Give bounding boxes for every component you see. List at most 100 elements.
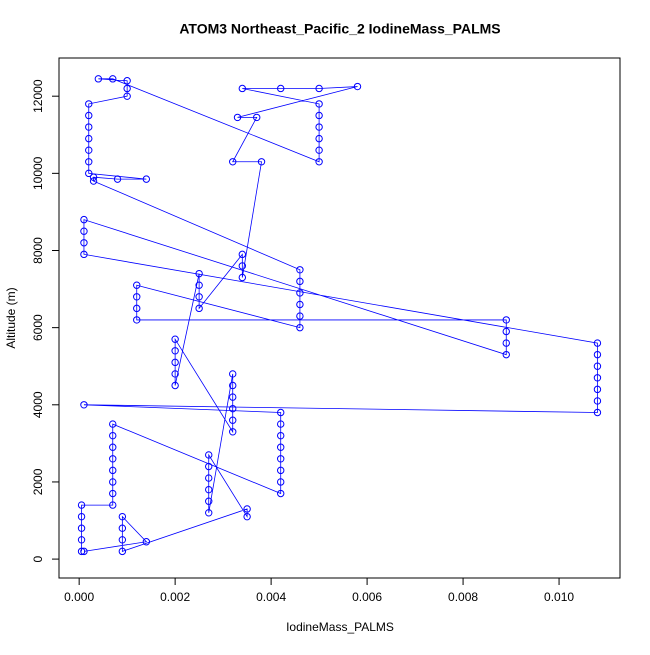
y-tick-label: 2000 [31,468,45,495]
point [113,175,122,183]
point [123,77,131,85]
point [593,362,602,370]
point [243,512,251,521]
y-tick-label: 6000 [31,314,45,341]
point [195,281,203,289]
point [109,420,117,428]
point [296,300,304,309]
point [315,111,323,120]
point [171,347,179,355]
point [593,350,602,359]
y-axis-label: Altitude (m) [4,287,18,348]
point [277,489,285,498]
point [277,478,285,486]
point [85,158,93,166]
point [229,404,237,413]
point [277,84,285,93]
point [133,316,141,324]
point [205,462,213,471]
y-tick-label: 8000 [31,237,45,264]
point [296,266,304,274]
y-tick-label: 10000 [31,156,45,190]
point [315,134,323,143]
point [296,312,304,320]
point [229,428,237,436]
point [253,113,261,122]
point [315,158,323,166]
point [229,416,237,424]
point [277,455,285,463]
point [315,146,323,154]
point [502,339,510,347]
point [109,443,117,451]
point [195,304,203,313]
point [238,273,247,282]
y-tick-label: 4000 [31,391,45,418]
x-tick-label: 0.008 [448,590,478,604]
point [80,547,88,556]
point [118,512,127,521]
plot-frame [58,57,621,579]
point [229,370,237,378]
point [229,158,237,166]
line [81,78,598,552]
point [277,443,285,451]
x-tick-label: 0.004 [256,590,286,604]
point [171,358,179,367]
point [229,393,237,401]
point [133,281,141,289]
point [123,84,131,93]
chart-title: ATOM3 Northeast_Pacific_2 IodineMass_PAL… [179,21,500,37]
point [89,173,98,181]
point [243,505,251,513]
point [195,269,203,278]
y-tick-label: 12000 [31,79,45,113]
point [238,250,247,259]
point [205,497,213,505]
point [77,536,86,544]
point [142,175,151,183]
point [171,370,179,378]
point [171,381,179,390]
point [94,75,103,83]
point [205,451,213,459]
point [109,431,117,440]
point [80,250,88,259]
point [233,113,242,122]
point [205,474,213,482]
point [315,123,323,131]
point [109,455,117,463]
point [205,485,213,494]
point [296,277,304,286]
point [238,84,247,93]
point [133,293,141,301]
point [109,478,117,486]
point [85,100,93,108]
point [502,350,510,359]
point [85,146,93,154]
point [109,466,117,475]
point [123,92,131,100]
point [277,420,285,428]
point [80,239,88,247]
point [80,227,88,235]
point [238,262,247,270]
point [109,501,117,509]
point [593,408,602,417]
point [80,401,88,409]
point [229,381,237,390]
point [593,397,602,405]
point [195,293,203,301]
point [296,289,304,297]
point [593,385,602,394]
x-tick-label: 0.010 [544,590,574,604]
point [77,512,86,521]
point [277,466,285,475]
point [118,524,127,532]
point [118,547,127,556]
point [77,501,86,509]
y-tick-label: 0 [31,555,45,562]
point [502,316,510,324]
